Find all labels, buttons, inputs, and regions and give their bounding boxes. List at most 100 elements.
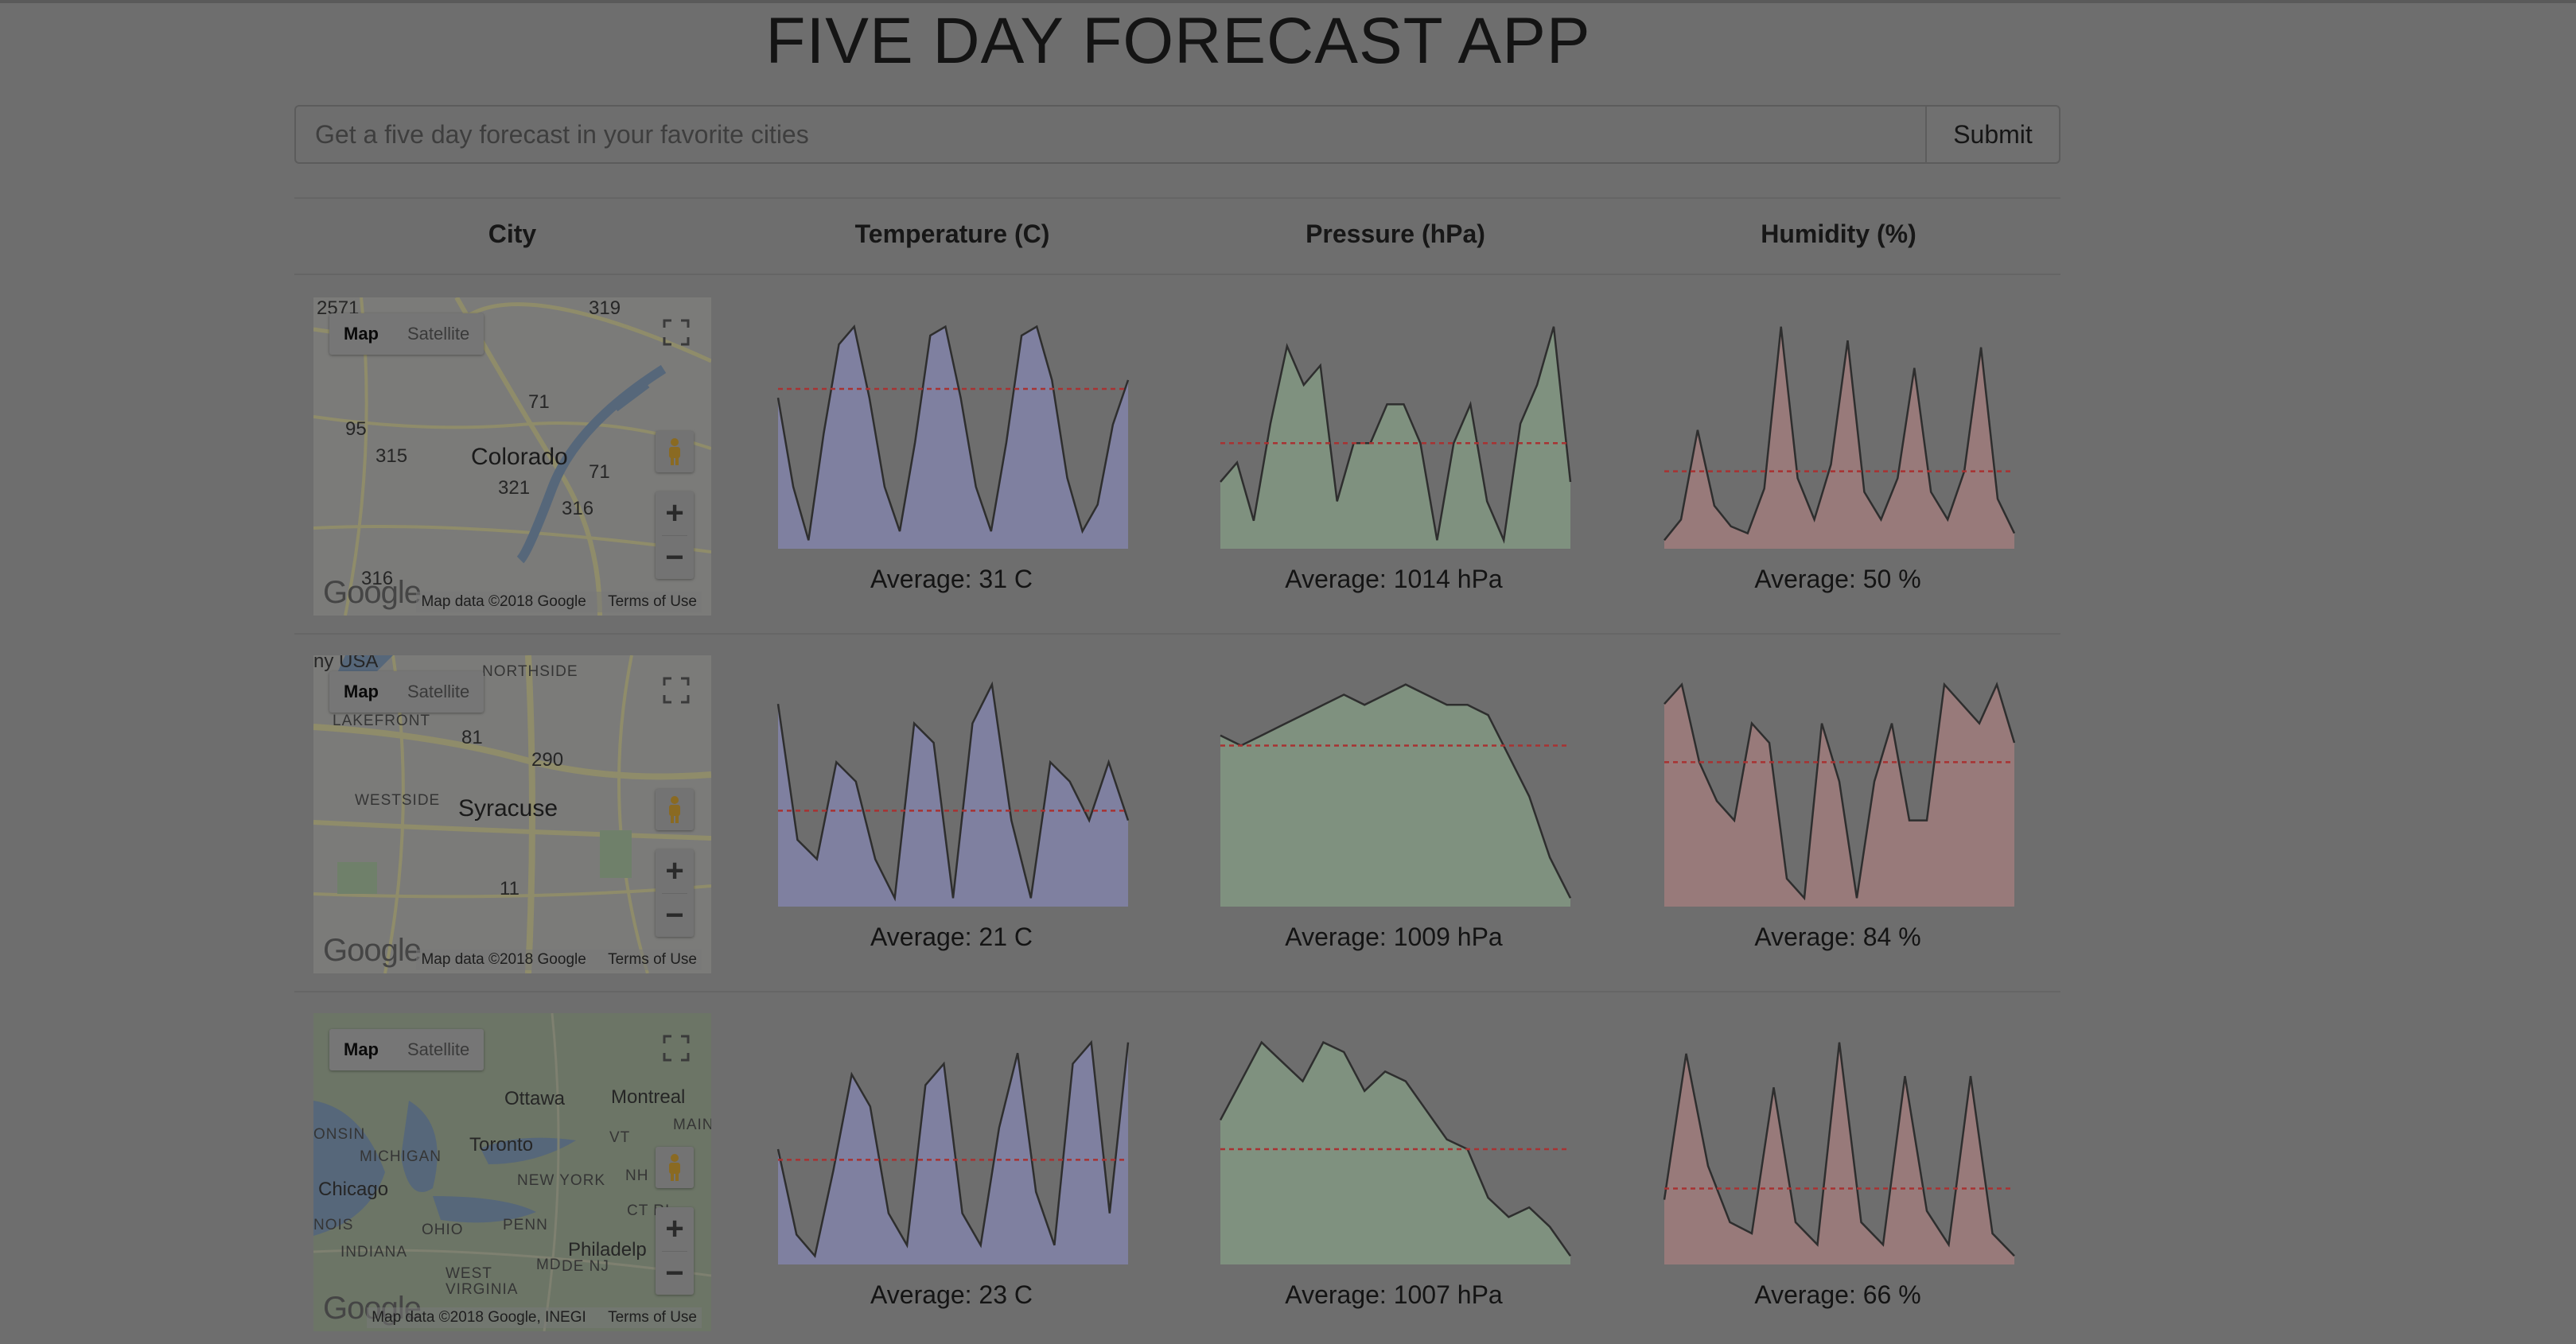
fullscreen-icon[interactable]: [656, 670, 697, 711]
zoom-control: + −: [656, 491, 694, 579]
temperature-chart: [776, 324, 1130, 549]
map-type-map-button[interactable]: Map: [344, 324, 379, 344]
map-region-label: NOIS: [313, 1217, 354, 1233]
map-route-label: 319: [589, 297, 621, 319]
map-city-label: Syracuse: [458, 795, 558, 822]
map-data-text: Map data ©2018 Google, INEGI: [372, 1309, 586, 1326]
map-route-label: 316: [562, 498, 594, 519]
map-data-text: Map data ©2018 Google: [421, 951, 586, 968]
map-area-label: NORTHSIDE: [482, 663, 578, 680]
map-city-label: Philadelp: [568, 1239, 647, 1260]
map-region-label: OHIO: [422, 1222, 464, 1238]
zoom-in-button[interactable]: +: [665, 495, 684, 530]
pegman-icon[interactable]: [656, 789, 694, 830]
zoom-divider: [662, 535, 687, 536]
map-route-label: 321: [498, 477, 531, 499]
col-header-humidity: Humidity (%): [1761, 219, 1916, 248]
map-data-text: Map data ©2018 Google: [421, 593, 586, 610]
terms-of-use-link[interactable]: Terms of Use: [608, 593, 697, 610]
chart-area-fill: [1220, 326, 1570, 549]
map-type-control: Map Satellite: [329, 1029, 484, 1070]
terms-of-use-link[interactable]: Terms of Use: [608, 951, 697, 968]
pressure-average: Average: 1009 hPa: [1285, 923, 1503, 951]
map-route-label: 315: [376, 445, 408, 467]
pressure-chart: [1220, 683, 1572, 907]
map-city-label: Montreal: [611, 1086, 686, 1108]
map-region-label: MD: [536, 1257, 562, 1273]
map-region-label: MAINE: [673, 1117, 711, 1133]
map-type-satellite-button[interactable]: Satellite: [407, 324, 470, 344]
map-city-label: Toronto: [469, 1134, 534, 1156]
map-region-label: ny USA: [313, 655, 379, 672]
terms-of-use-link[interactable]: Terms of Use: [608, 1309, 697, 1326]
city-map[interactable]: ny USA NORTHSIDE LAKEFRONT 81 290 WESTSI…: [313, 655, 711, 973]
pressure-chart: [1220, 326, 1572, 549]
chart-series-line: [776, 1039, 1130, 1259]
map-type-control: Map Satellite: [329, 313, 484, 355]
map-region-label: NEW YORK: [517, 1172, 606, 1189]
row-divider: [294, 991, 2060, 992]
map-route-label: 316: [361, 568, 394, 589]
map-route-label: 71: [589, 461, 610, 483]
page-title: FIVE DAY FORECAST APP: [765, 5, 1591, 77]
zoom-out-button[interactable]: −: [665, 898, 684, 933]
map-type-map-button[interactable]: Map: [344, 1039, 379, 1059]
col-header-temperature: Temperature (C): [854, 219, 1050, 248]
zoom-out-button[interactable]: −: [665, 540, 684, 575]
col-header-pressure: Pressure (hPa): [1306, 219, 1485, 248]
fullscreen-icon[interactable]: [656, 312, 697, 353]
temperature-average: Average: 21 C: [870, 923, 1033, 951]
pressure-chart: [1219, 1040, 1572, 1264]
map-route-label: 81: [461, 727, 483, 748]
map-attribution: Map data ©2018 Google Terms of Use: [416, 950, 702, 970]
chart-area-fill: [1664, 684, 2014, 907]
zoom-divider: [662, 1251, 687, 1252]
zoom-out-button[interactable]: −: [665, 1256, 684, 1291]
map-route-label: 11: [500, 878, 519, 899]
zoom-control: + −: [656, 1207, 694, 1295]
submit-button[interactable]: Submit: [1925, 107, 2059, 162]
map-region-label: DE NJ: [562, 1258, 609, 1275]
zoom-in-button[interactable]: +: [665, 853, 684, 888]
map-type-satellite-button[interactable]: Satellite: [407, 1039, 470, 1059]
table-header-divider: [294, 274, 2060, 275]
zoom-divider: [662, 893, 687, 894]
pegman-icon[interactable]: [656, 431, 694, 472]
temperature-chart: [776, 681, 1130, 907]
city-map[interactable]: 2571 319 71 95 315 Colorado 321 71 316 3…: [313, 297, 711, 616]
map-region-label: INDIANA: [340, 1244, 408, 1260]
chart-series-line: [1219, 1040, 1572, 1257]
map-type-map-button[interactable]: Map: [344, 682, 379, 701]
map-type-satellite-button[interactable]: Satellite: [407, 682, 470, 701]
map-city-label: Ottawa: [504, 1088, 566, 1109]
map-attribution: Map data ©2018 Google Terms of Use: [416, 592, 702, 612]
humidity-chart: [1664, 682, 2016, 907]
fullscreen-icon[interactable]: [656, 1027, 697, 1069]
map-region-label: NH: [625, 1167, 649, 1184]
google-logo: Google: [323, 575, 422, 610]
map-region-label: MICHIGAN: [360, 1148, 442, 1165]
humidity-chart: [1663, 1042, 2015, 1264]
chart-series-line: [1664, 326, 2016, 542]
humidity-average: Average: 84 %: [1754, 923, 1921, 951]
chart-area-fill: [778, 684, 1128, 907]
search-form: Submit: [294, 105, 2060, 164]
top-border: [0, 0, 2576, 3]
pegman-icon[interactable]: [656, 1147, 694, 1188]
chart-series-line: [1220, 326, 1572, 544]
city-map[interactable]: Ottawa Montreal ONSIN MAINE VT Toronto M…: [313, 1013, 711, 1331]
map-area-label: LAKEFRONT: [333, 713, 431, 729]
map-route-label: 290: [531, 749, 564, 771]
map-region-label: VT: [609, 1129, 631, 1146]
map-type-control: Map Satellite: [329, 671, 484, 713]
search-input[interactable]: [296, 107, 1925, 162]
chart-series-line: [1220, 683, 1572, 899]
chart-series-line: [776, 324, 1130, 541]
chart-series-line: [776, 681, 1130, 902]
zoom-in-button[interactable]: +: [665, 1211, 684, 1246]
google-logo: Google: [323, 933, 422, 968]
map-region-label: WEST VIRGINIA: [446, 1265, 519, 1298]
map-region-label: ONSIN: [313, 1126, 366, 1143]
pressure-average: Average: 1014 hPa: [1285, 565, 1503, 593]
col-header-city: City: [488, 219, 537, 248]
